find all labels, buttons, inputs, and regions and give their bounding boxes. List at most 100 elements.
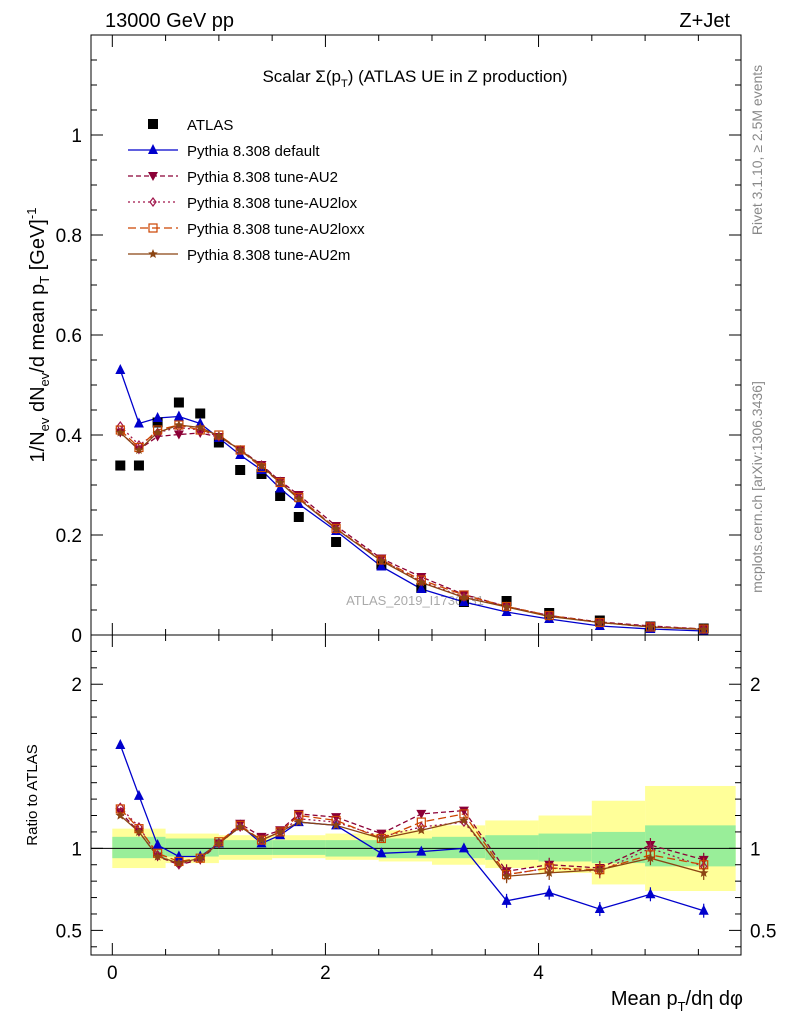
main-point-atlas	[293, 512, 304, 522]
legend-label-au2: Pythia 8.308 tune-AU2	[187, 169, 338, 186]
main-point-default	[115, 364, 126, 374]
x-axis-title: Mean pT/dη dφ	[611, 988, 743, 1014]
ratio-point-au2m	[195, 853, 205, 863]
main-point-au2m	[195, 422, 205, 432]
main-point-default	[152, 412, 163, 422]
legend-marker-default	[148, 144, 158, 154]
main-point-atlas	[501, 596, 512, 606]
main-ticks	[91, 35, 741, 636]
ratio-point-au2m	[256, 835, 267, 845]
title-part-b: Σ(p	[315, 67, 341, 86]
ratio-point-au2m	[214, 838, 224, 848]
main-point-au2m	[698, 624, 709, 634]
main-panel: 0 0.2 0.4 0.6 0.8 1 ATLAS_2019_I1736531 Scala…	[24, 34, 742, 647]
side-label-mcplots: mcplots.cern.ch [arXiv:1306.3436]	[749, 381, 765, 593]
ratio-point-au2loxx	[174, 856, 184, 867]
title-part-e: (ATLAS UE in Z production)	[353, 67, 567, 86]
legend-label-au2lox: Pythia 8.308 tune-AU2lox	[187, 195, 358, 212]
ratio-point-au2loxx	[214, 837, 224, 847]
main-y-tick-label: 0.8	[56, 226, 82, 247]
header-right: Z+Jet	[679, 10, 730, 32]
main-point-default	[416, 583, 427, 593]
main-point-au2m	[331, 524, 341, 533]
ratio-point-au2m	[115, 810, 126, 820]
ylabel-a: 1/N	[27, 431, 49, 462]
legend-marker-au2loxx	[148, 223, 158, 233]
ratio-ticks	[91, 635, 741, 955]
ratio-point-au2m	[376, 833, 387, 843]
legend-marker-au2m	[148, 249, 158, 258]
ratio-y-axis-title: Ratio to ATLAS	[24, 744, 41, 845]
ylabel-c: dN	[27, 386, 49, 417]
ratio-point-default	[133, 789, 144, 800]
main-point-au2m	[501, 602, 512, 611]
main-point-default	[293, 498, 304, 508]
ratio-point-default	[501, 894, 512, 905]
legend-marker-au2	[148, 172, 158, 181]
x-tick-labels: 0 2 4	[107, 963, 544, 984]
ratio-point-au2m	[698, 867, 709, 877]
ratio-band-inner	[645, 825, 736, 867]
ylabel-e: /d mean p	[27, 284, 49, 373]
main-point-atlas	[275, 491, 286, 501]
x-tick-label: 2	[320, 963, 331, 984]
main-point-au2m	[235, 445, 245, 454]
main-series-markers	[115, 364, 709, 635]
legend-marker-au2lox	[149, 197, 157, 207]
main-point-au2m	[152, 427, 163, 437]
xlabel-a: Mean p	[611, 988, 678, 1010]
header-left: 13000 GeV pp	[105, 10, 234, 32]
main-point-au2m	[275, 477, 285, 487]
ratio-point-au2m	[501, 871, 512, 881]
ratio-band-inner	[112, 836, 166, 859]
main-point-au2m	[544, 611, 554, 621]
main-point-au2m	[256, 461, 267, 470]
main-point-atlas	[235, 465, 246, 475]
ratio-y-tick-label: 1	[71, 839, 82, 860]
ratio-point-au2m	[595, 864, 605, 874]
ylabel-h: -1	[24, 208, 39, 220]
main-point-au2m	[459, 592, 469, 602]
main-point-default	[173, 410, 184, 421]
main-point-default	[275, 482, 286, 493]
main-point-au2m	[416, 577, 427, 587]
legend-marker-atlas	[148, 119, 158, 129]
watermark: ATLAS_2019_I1736531	[346, 593, 484, 608]
ratio-y-tick-label: 0.5	[56, 921, 82, 942]
ratio-point-au2m	[331, 820, 341, 830]
ylabel-b: ev	[37, 417, 52, 431]
main-y-tick-label: 0.2	[56, 526, 82, 547]
ratio-y-tick-labels: 0.5 0.5 1 1 2 2	[56, 675, 777, 942]
ratio-point-default	[594, 903, 605, 914]
ratio-point-default	[376, 847, 387, 858]
ratio-band-inner	[538, 833, 592, 862]
ratio-frame	[90, 634, 742, 956]
ratio-point-au2m	[645, 853, 656, 863]
main-point-au2	[173, 430, 184, 440]
main-point-au2m	[115, 427, 126, 437]
ratio-y-tick-label-right: 1	[750, 839, 761, 860]
main-point-atlas	[115, 460, 126, 471]
ratio-point-default	[458, 842, 469, 853]
main-point-au2m	[376, 556, 387, 565]
ylabel-g: [GeV]	[27, 219, 49, 276]
ratio-point-au2	[458, 806, 469, 816]
ratio-y-tick-label-right: 2	[750, 675, 761, 696]
main-y-tick-label: 0	[71, 626, 82, 647]
main-point-au2lox	[417, 576, 426, 587]
main-point-atlas	[152, 417, 163, 428]
main-point-atlas	[213, 437, 224, 448]
main-point-atlas	[133, 460, 144, 471]
main-point-au2m	[214, 431, 224, 440]
main-y-axis-title: 1/Nev dNev/d mean pT [GeV]-1	[24, 208, 52, 463]
ratio-band-inner	[591, 831, 646, 864]
main-y-tick-label: 1	[71, 126, 82, 147]
ratio-point-au2m	[152, 851, 163, 861]
chart-title: Scalar Σ(pT) (ATLAS UE in Z production)	[262, 67, 567, 90]
x-tick-label: 0	[107, 963, 118, 984]
x-tick-label: 4	[533, 963, 544, 984]
main-point-au2lox	[276, 476, 284, 487]
main-line-au2lox	[119, 425, 704, 630]
ratio-point-au2m	[294, 817, 304, 827]
